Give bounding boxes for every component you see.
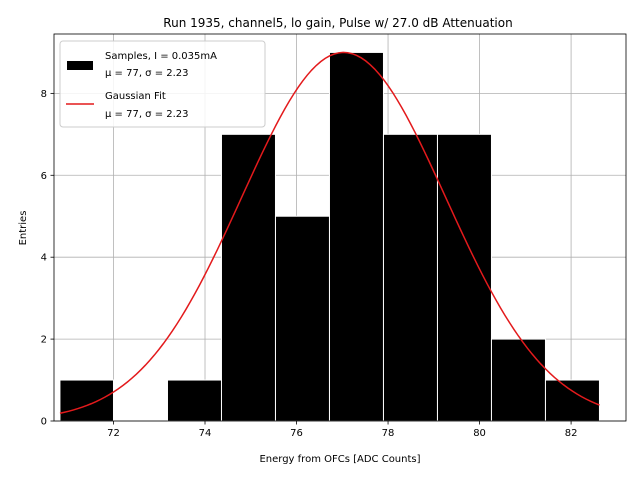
legend-fit-label: Gaussian Fit [105,91,166,102]
histogram-bar [59,379,114,422]
x-tick-label: 82 [565,428,578,439]
legend-histogram-stats: μ = 77, σ = 2.23 [105,68,189,79]
histogram-bar [220,133,276,422]
legend-histogram-swatch [67,61,93,70]
x-tick-label: 74 [199,428,212,439]
plot-frame [53,33,627,422]
y-tick-label: 4 [41,253,47,264]
histogram-bar [382,133,438,422]
x-tick-label: 76 [290,428,303,439]
legend-fit-stats: μ = 77, σ = 2.23 [105,109,189,120]
chart-title: Run 1935, channel5, lo gain, Pulse w/ 27… [163,16,512,30]
legend-box [59,40,266,128]
y-tick-label: 0 [41,417,47,428]
x-axis-ticks: 72 74 76 78 80 82 [107,421,577,439]
legend-histogram-label: Samples, I = 0.035mA [105,51,217,62]
y-axis-ticks: 0 2 4 6 8 [41,89,54,428]
histogram-bar [274,215,330,422]
y-tick-label: 2 [41,335,47,346]
gaussian-fit-line [59,51,600,415]
x-tick-label: 72 [107,428,120,439]
y-tick-label: 6 [41,171,47,182]
histogram-bar [328,51,384,422]
histogram-bar [166,379,222,422]
y-axis-label: Entries [18,211,29,246]
x-axis-label: Energy from OFCs [ADC Counts] [259,454,420,465]
histogram-bar [490,338,546,422]
y-tick-label: 8 [41,89,47,100]
x-tick-label: 80 [473,428,486,439]
histogram-bar [436,133,492,422]
histogram-bars [59,51,600,422]
x-tick-label: 78 [382,428,395,439]
histogram-bar [544,379,600,422]
legend: Samples, I = 0.035mA μ = 77, σ = 2.23 Ga… [59,40,266,128]
